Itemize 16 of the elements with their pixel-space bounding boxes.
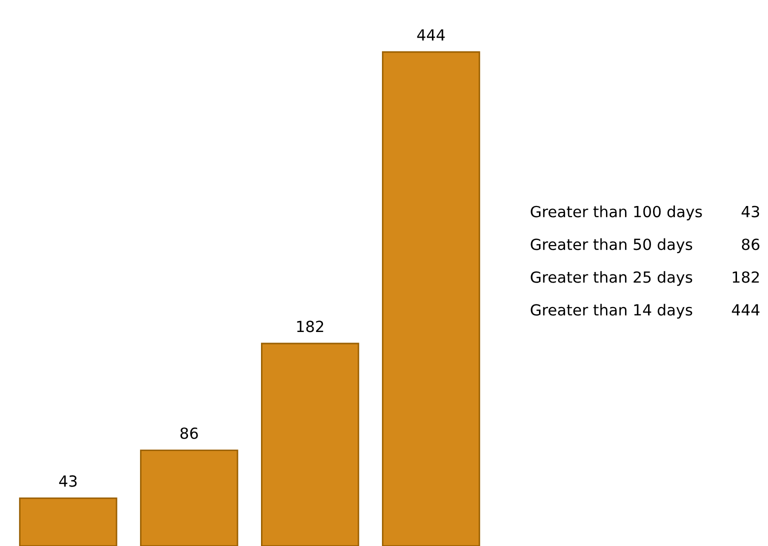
category-label: Greater than 50 days	[530, 238, 692, 254]
data-label: 43	[742, 206, 760, 218]
data-label: 43	[59, 475, 77, 487]
data-label: 444	[732, 304, 760, 316]
data-label: 86	[742, 238, 760, 250]
category-label: Greater than 100 days	[530, 206, 702, 220]
data-label: 86	[180, 427, 198, 440]
data-label: 444	[417, 29, 445, 40]
data-label: 182	[297, 320, 324, 332]
category-label: Greater than 14 days	[530, 304, 692, 319]
bar	[140, 450, 238, 546]
bar	[261, 342, 360, 546]
bar	[382, 51, 480, 546]
category-label: Greater than 25 days	[530, 271, 692, 286]
data-label: 182	[732, 271, 759, 283]
bar	[19, 497, 118, 546]
